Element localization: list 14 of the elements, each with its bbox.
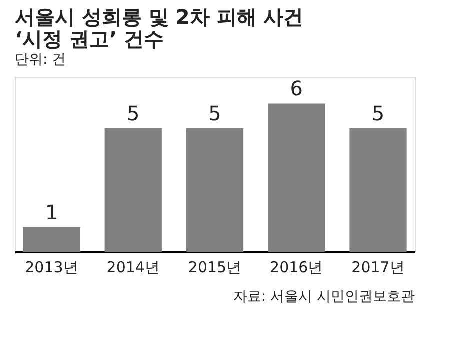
x-tick-label: 2016년 bbox=[270, 258, 324, 276]
chart-subtitle: 단위: 건 bbox=[15, 52, 66, 68]
text: ‘시정 권고’ 건수 bbox=[15, 27, 164, 51]
data-label: 5 bbox=[208, 101, 222, 126]
text: 서울시 성희롱 및 2차 피해 사건 bbox=[15, 5, 304, 29]
data-label: 6 bbox=[290, 76, 303, 101]
text: 자료: 서울시 시민인권보호관 bbox=[233, 289, 415, 305]
x-tick-label: 2017년 bbox=[352, 258, 405, 276]
x-tick-label: 2015년 bbox=[188, 258, 242, 276]
data-label: 5 bbox=[372, 101, 385, 126]
x-tick-label: 2014년 bbox=[106, 258, 160, 276]
data-label: 1 bbox=[45, 200, 58, 224]
x-tick-label: 2013년 bbox=[25, 258, 78, 276]
data-label: 5 bbox=[127, 101, 140, 126]
